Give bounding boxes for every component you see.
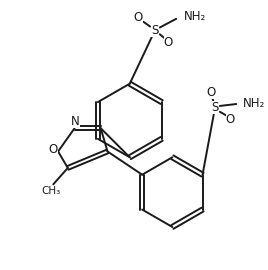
Text: O: O — [134, 11, 143, 24]
Text: N: N — [71, 115, 80, 128]
Text: O: O — [164, 36, 173, 49]
Text: NH₂: NH₂ — [184, 10, 206, 23]
Text: NH₂: NH₂ — [243, 97, 265, 110]
Text: S: S — [151, 24, 159, 37]
Text: S: S — [211, 102, 219, 114]
Text: O: O — [49, 143, 58, 156]
Text: CH₃: CH₃ — [42, 186, 61, 196]
Text: O: O — [206, 86, 216, 99]
Text: O: O — [226, 113, 235, 126]
